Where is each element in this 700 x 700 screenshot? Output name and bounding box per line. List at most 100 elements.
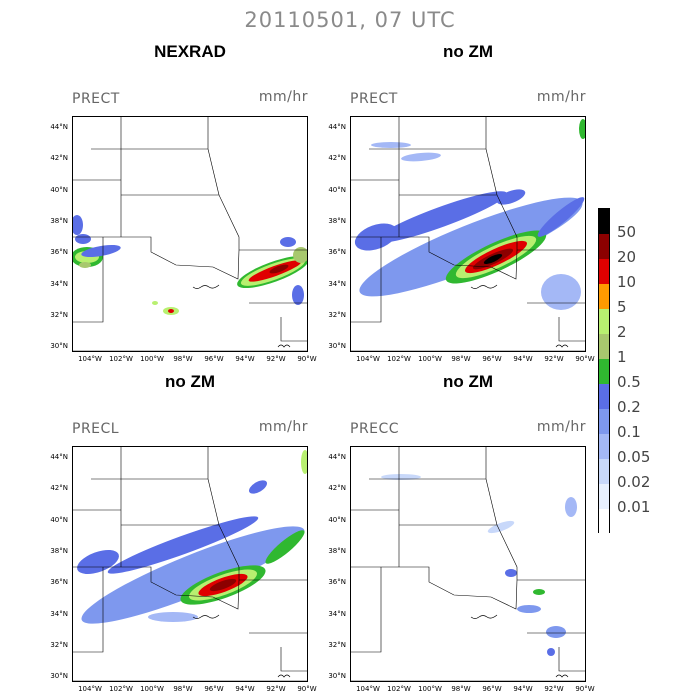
longitude-tick-label: 100°W xyxy=(418,685,442,693)
longitude-tick-label: 90°W xyxy=(297,355,317,363)
latitude-tick-label: 32°N xyxy=(328,310,346,319)
longitude-tick-label: 100°W xyxy=(140,355,164,363)
colorbar-swatch xyxy=(599,284,609,309)
colorbar-swatch xyxy=(599,359,609,384)
latitude-tick-label: 30°N xyxy=(328,342,346,351)
latitude-tick-label: 32°N xyxy=(328,640,346,649)
longitude-tick-label: 98°W xyxy=(451,355,471,363)
colorbar-swatch xyxy=(599,484,609,509)
latitude-tick-label: 40°N xyxy=(50,185,68,194)
colorbar-label: 1 xyxy=(617,348,627,366)
longitude-tick-label: 100°W xyxy=(140,685,164,693)
colorbar-label: 0.05 xyxy=(617,448,651,466)
colorbar-legend xyxy=(598,208,610,534)
longitude-tick-label: 98°W xyxy=(173,355,193,363)
longitude-tick-label: 104°W xyxy=(356,355,380,363)
colorbar-label: 0.5 xyxy=(617,373,641,391)
longitude-tick-label: 92°W xyxy=(544,355,564,363)
panel-variable-label: PRECT xyxy=(72,91,120,107)
longitude-tick-label: 96°W xyxy=(482,685,502,693)
colorbar-label: 0.02 xyxy=(617,473,651,491)
latitude-tick-label: 42°N xyxy=(328,484,346,493)
longitude-tick-label: 94°W xyxy=(235,685,255,693)
colorbar-label: 50 xyxy=(617,223,637,241)
colorbar-swatch xyxy=(599,434,609,459)
main-title: 20110501, 07 UTC xyxy=(244,8,456,32)
latitude-tick-label: 36°N xyxy=(50,248,68,257)
latitude-tick-label: 30°N xyxy=(50,342,68,351)
colorbar-swatch xyxy=(599,409,609,434)
longitude-tick-label: 102°W xyxy=(109,685,133,693)
colorbar-swatch xyxy=(599,259,609,284)
longitude-tick-label: 94°W xyxy=(235,355,255,363)
precipitation-map-precl xyxy=(72,446,308,682)
longitude-tick-label: 96°W xyxy=(204,685,224,693)
latitude-tick-label: 44°N xyxy=(328,453,346,461)
latitude-tick-label: 40°N xyxy=(328,185,346,194)
latitude-tick-label: 42°N xyxy=(50,484,68,493)
panel-units-label: mm/hr xyxy=(536,419,586,435)
longitude-tick-label: 104°W xyxy=(356,685,380,693)
panel-title: no ZM xyxy=(164,372,216,391)
colorbar-label: 0.2 xyxy=(617,398,641,416)
latitude-tick-label: 38°N xyxy=(328,216,346,225)
colorbar-swatch xyxy=(599,209,609,234)
colorbar-swatch xyxy=(599,459,609,484)
longitude-tick-label: 92°W xyxy=(266,685,286,693)
longitude-tick-label: 104°W xyxy=(78,355,102,363)
colorbar-swatch xyxy=(599,309,609,334)
panel-title: no ZM xyxy=(442,42,494,61)
colorbar-swatch xyxy=(599,384,609,409)
panel-units-label: mm/hr xyxy=(258,419,308,435)
latitude-tick-label: 30°N xyxy=(328,672,346,681)
longitude-tick-label: 102°W xyxy=(109,355,133,363)
colorbar-label: 2 xyxy=(617,323,627,341)
longitude-tick-label: 96°W xyxy=(482,355,502,363)
colorbar-label: 5 xyxy=(617,298,627,316)
latitude-tick-label: 42°N xyxy=(50,154,68,163)
latitude-tick-label: 32°N xyxy=(50,310,68,319)
panel-title: NEXRAD xyxy=(154,42,226,61)
panel-units-label: mm/hr xyxy=(536,89,586,105)
longitude-tick-label: 90°W xyxy=(575,685,595,693)
panel-variable-label: PRECT xyxy=(350,91,398,107)
colorbar-swatch xyxy=(599,334,609,359)
longitude-tick-label: 102°W xyxy=(387,355,411,363)
panel-variable-label: PRECL xyxy=(72,421,120,437)
colorbar-label: 10 xyxy=(617,273,637,291)
colorbar-label: 0.01 xyxy=(617,498,651,516)
latitude-tick-label: 38°N xyxy=(328,546,346,555)
precipitation-map-nexrad xyxy=(72,116,308,352)
precipitation-map-prect xyxy=(350,116,586,352)
colorbar-swatch xyxy=(599,509,609,534)
longitude-tick-label: 98°W xyxy=(451,685,471,693)
precipitation-map-precc xyxy=(350,446,586,682)
longitude-tick-label: 90°W xyxy=(575,355,595,363)
latitude-tick-label: 38°N xyxy=(50,216,68,225)
latitude-tick-label: 42°N xyxy=(328,154,346,163)
longitude-tick-label: 92°W xyxy=(544,685,564,693)
latitude-tick-label: 36°N xyxy=(328,578,346,587)
latitude-tick-label: 40°N xyxy=(50,515,68,524)
longitude-tick-label: 96°W xyxy=(204,355,224,363)
longitude-tick-label: 100°W xyxy=(418,355,442,363)
longitude-tick-label: 102°W xyxy=(387,685,411,693)
latitude-tick-label: 44°N xyxy=(50,453,68,461)
latitude-tick-label: 44°N xyxy=(328,123,346,131)
colorbar-label: 20 xyxy=(617,248,637,266)
colorbar-label: 0.1 xyxy=(617,423,641,441)
longitude-tick-label: 104°W xyxy=(78,685,102,693)
latitude-tick-label: 38°N xyxy=(50,546,68,555)
panel-units-label: mm/hr xyxy=(258,89,308,105)
longitude-tick-label: 98°W xyxy=(173,685,193,693)
longitude-tick-label: 94°W xyxy=(513,355,533,363)
latitude-tick-label: 34°N xyxy=(328,279,346,288)
latitude-tick-label: 40°N xyxy=(328,515,346,524)
latitude-tick-label: 34°N xyxy=(50,609,68,618)
latitude-tick-label: 36°N xyxy=(328,248,346,257)
longitude-tick-label: 94°W xyxy=(513,685,533,693)
latitude-tick-label: 30°N xyxy=(50,672,68,681)
latitude-tick-label: 36°N xyxy=(50,578,68,587)
longitude-tick-label: 92°W xyxy=(266,355,286,363)
longitude-tick-label: 90°W xyxy=(297,685,317,693)
